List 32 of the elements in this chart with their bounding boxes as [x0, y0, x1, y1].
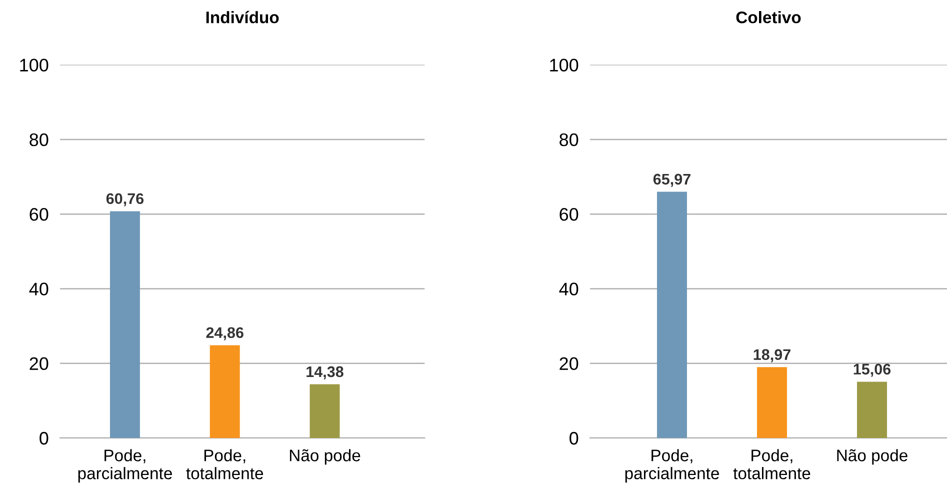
data-label: 14,38 [306, 366, 344, 380]
bar [656, 192, 687, 438]
bar [856, 382, 887, 438]
y-tick-label: 100 [550, 58, 578, 72]
x-tick-label: Pode, parcialmente [78, 449, 172, 483]
y-tick-label: 20 [30, 357, 48, 370]
x-tick-label: Pode, totalmente [733, 449, 810, 480]
y-tick-label: 40 [29, 282, 48, 296]
y-tick-label: 20 [560, 357, 578, 370]
x-tick-label: Não pode [290, 449, 360, 465]
y-tick-label: 80 [30, 133, 48, 146]
bar [756, 367, 787, 438]
y-tick-label: 0 [570, 432, 578, 445]
x-tick-label: Pode, totalmente [186, 449, 264, 480]
x-tick-label: Não pode [837, 449, 908, 465]
data-label: 65,97 [653, 174, 690, 187]
chart-title: Coletivo [736, 11, 801, 24]
bar [110, 211, 140, 438]
bar [210, 345, 240, 438]
chart-title: Indivíduo [206, 10, 279, 24]
y-tick-label: 100 [20, 58, 48, 72]
bar [310, 384, 340, 438]
data-label: 18,97 [754, 349, 790, 362]
data-label: 60,76 [106, 193, 144, 206]
y-tick-label: 40 [559, 282, 578, 296]
data-label: 15,06 [854, 364, 891, 377]
y-tick-label: 60 [560, 208, 578, 221]
x-tick-label: Pode, parcialmente [625, 449, 719, 483]
y-tick-label: 0 [40, 432, 48, 445]
y-tick-label: 60 [30, 208, 48, 221]
y-tick-label: 80 [560, 133, 578, 146]
data-label: 24,86 [206, 327, 244, 340]
